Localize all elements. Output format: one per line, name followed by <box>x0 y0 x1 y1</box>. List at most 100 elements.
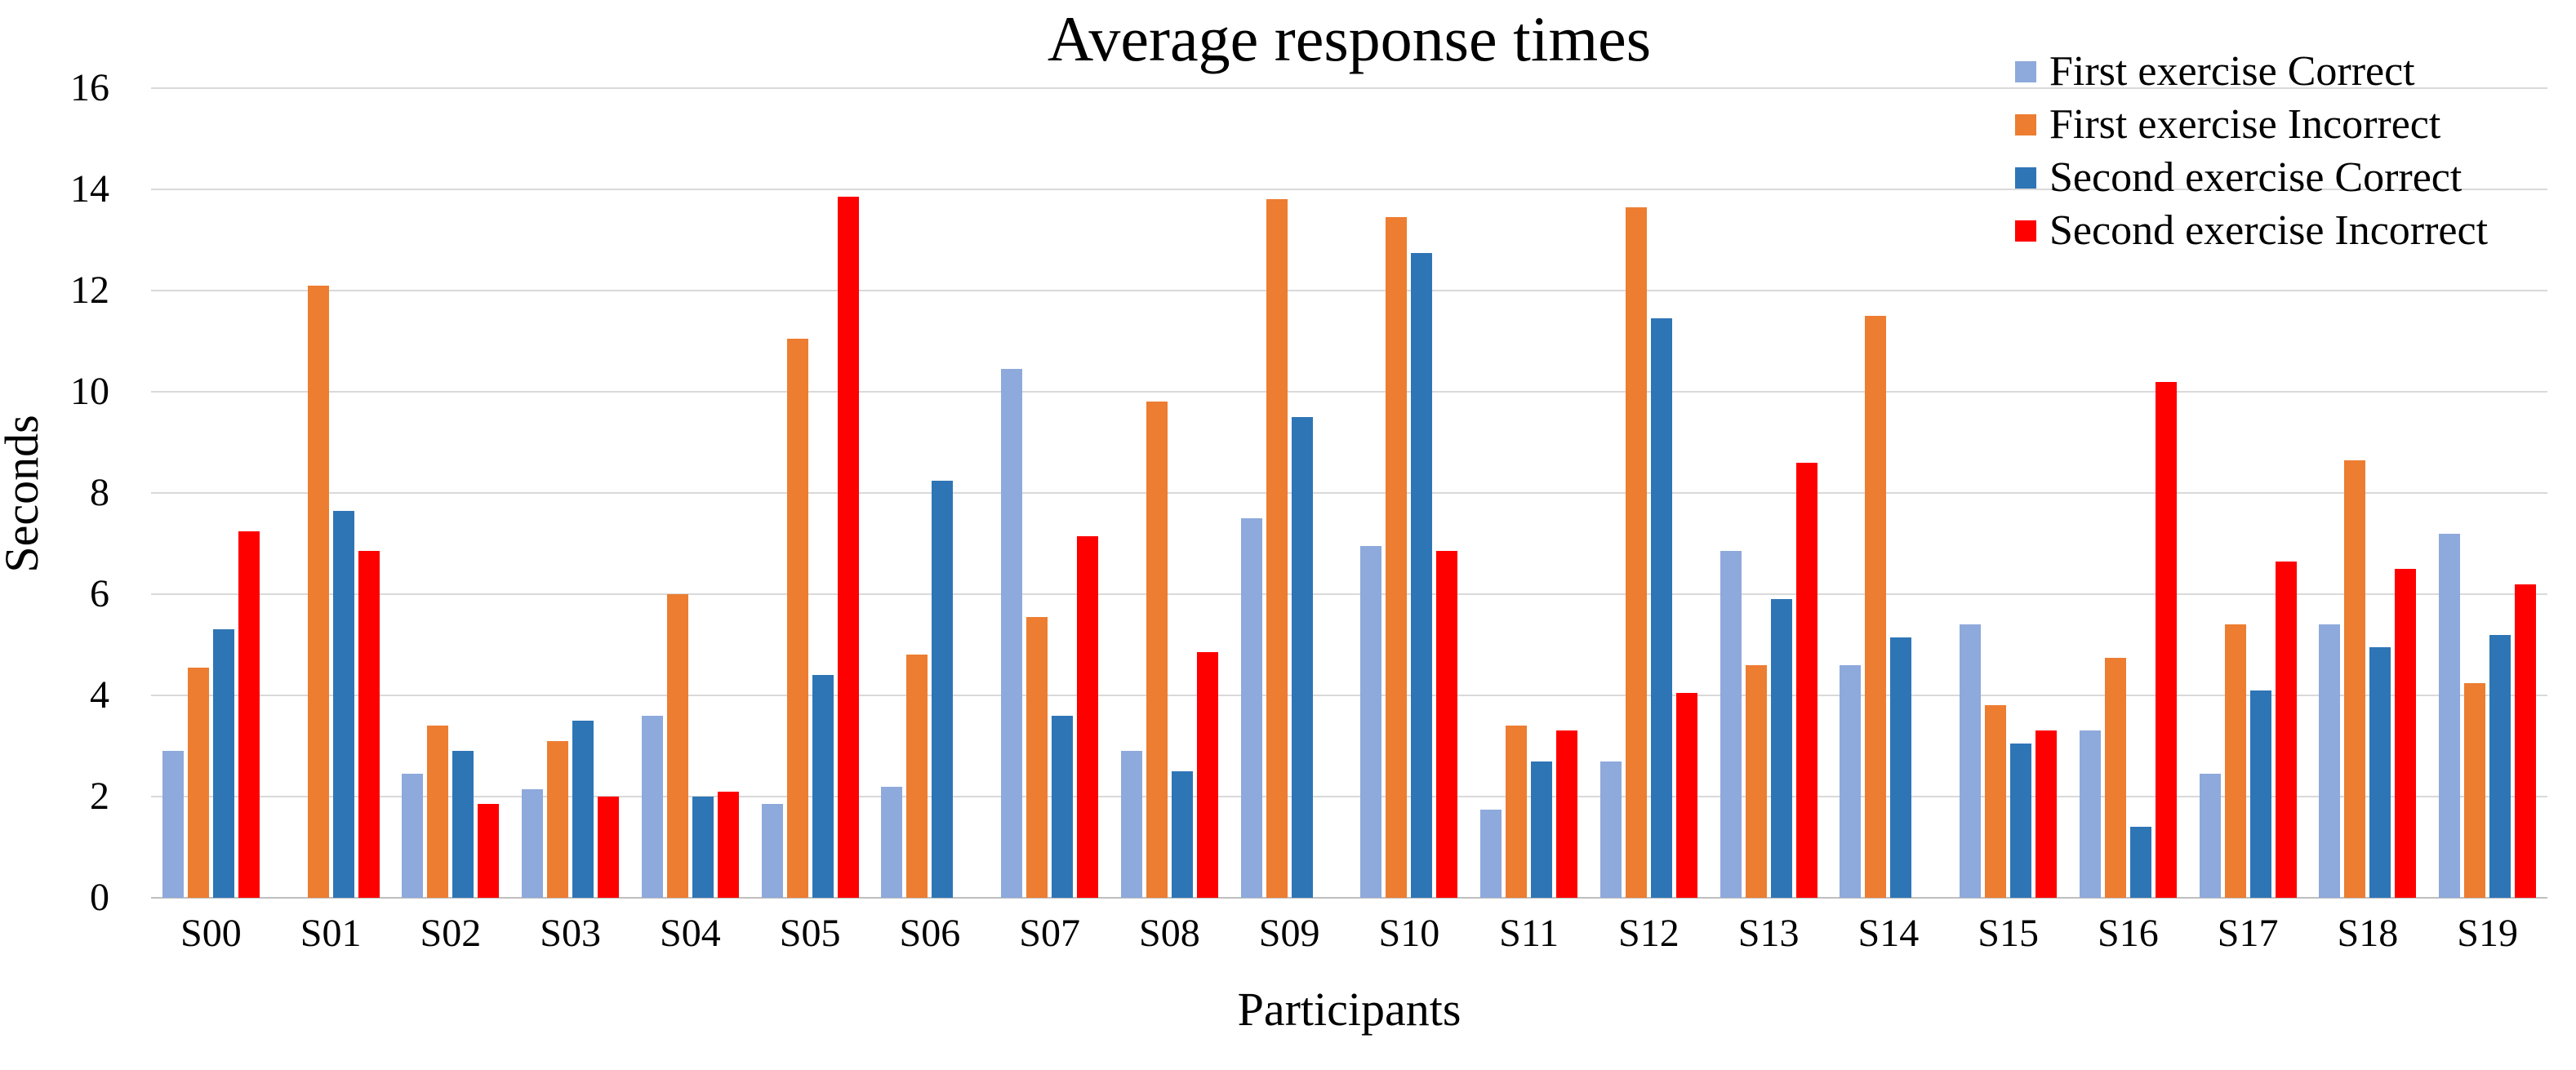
bar-s13-second-exercise-correct <box>1770 599 1792 898</box>
bar-s01-second-exercise-correct <box>332 510 354 898</box>
y-tick-label-16: 16 <box>70 66 109 109</box>
x-tick-label-s11: S11 <box>1499 912 1559 955</box>
plot-area <box>151 87 2547 899</box>
x-tick-label-s02: S02 <box>420 912 482 955</box>
bar-s05-second-exercise-incorrect <box>837 197 859 898</box>
bar-s12-second-exercise-incorrect <box>1675 692 1697 898</box>
bar-s13-first-exercise-incorrect <box>1745 664 1767 898</box>
bar-group-s18 <box>2308 88 2428 898</box>
bar-s19-first-exercise-incorrect <box>2464 682 2486 898</box>
bar-group-s06 <box>870 88 990 898</box>
bar-s15-first-exercise-correct <box>1960 624 1982 898</box>
bar-s08-second-exercise-correct <box>1171 771 1193 898</box>
bar-s02-second-exercise-incorrect <box>478 804 500 898</box>
bar-group-s04 <box>630 88 750 898</box>
bar-s01-second-exercise-incorrect <box>358 551 380 898</box>
x-tick-label-s01: S01 <box>300 912 362 955</box>
bar-s02-first-exercise-incorrect <box>427 726 449 898</box>
bar-s03-second-exercise-correct <box>572 721 594 898</box>
bar-s05-first-exercise-incorrect <box>786 338 808 898</box>
legend-item-second-exercise-correct: Second exercise Correct <box>2015 157 2488 199</box>
legend-label-second-exercise-correct: Second exercise Correct <box>2049 154 2463 201</box>
bar-group-s11 <box>1469 88 1589 898</box>
bar-s18-first-exercise-correct <box>2319 624 2341 898</box>
bar-s10-first-exercise-correct <box>1360 546 1382 898</box>
x-tick-label-s12: S12 <box>1618 912 1680 955</box>
gridline-10 <box>151 391 2547 393</box>
bar-s19-second-exercise-incorrect <box>2515 584 2537 898</box>
bar-s00-first-exercise-correct <box>162 751 184 898</box>
bar-s18-first-exercise-incorrect <box>2344 460 2366 898</box>
bar-s01-first-exercise-incorrect <box>307 285 329 898</box>
bar-group-s00 <box>151 88 271 898</box>
bar-s04-first-exercise-incorrect <box>666 594 688 898</box>
x-tick-label-s08: S08 <box>1139 912 1200 955</box>
y-tick-label-14: 14 <box>70 167 109 211</box>
bar-s04-first-exercise-correct <box>641 715 663 898</box>
bar-s17-second-exercise-incorrect <box>2275 561 2297 898</box>
x-tick-label-s00: S00 <box>180 912 242 955</box>
bar-s00-second-exercise-correct <box>212 629 234 898</box>
x-tick-label-s15: S15 <box>1978 912 2039 955</box>
legend-swatch-first-exercise-correct <box>2015 61 2036 82</box>
bar-s09-first-exercise-incorrect <box>1266 199 1288 898</box>
bar-s08-first-exercise-correct <box>1120 751 1142 898</box>
bar-s08-second-exercise-incorrect <box>1196 652 1218 898</box>
bar-s16-second-exercise-incorrect <box>2155 381 2177 898</box>
bar-group-s10 <box>1350 88 1470 898</box>
legend-item-second-exercise-incorrect: Second exercise Incorrect <box>2015 210 2488 252</box>
bar-group-s02 <box>391 88 511 898</box>
bar-s03-first-exercise-correct <box>522 788 544 898</box>
bar-group-s05 <box>750 88 870 898</box>
legend-swatch-second-exercise-incorrect <box>2015 220 2036 242</box>
bar-s00-second-exercise-incorrect <box>238 531 260 898</box>
x-tick-label-s05: S05 <box>779 912 841 955</box>
x-tick-label-s03: S03 <box>540 912 601 955</box>
bar-s13-second-exercise-incorrect <box>1795 462 1817 898</box>
bar-s12-first-exercise-incorrect <box>1625 206 1647 898</box>
bars-layer <box>151 88 2547 898</box>
bar-s11-second-exercise-incorrect <box>1556 730 1578 898</box>
legend-label-first-exercise-incorrect: First exercise Incorrect <box>2049 101 2441 148</box>
bar-s06-second-exercise-correct <box>932 480 954 898</box>
bar-s16-second-exercise-correct <box>2129 827 2151 898</box>
bar-s14-first-exercise-incorrect <box>1865 316 1887 898</box>
bar-s16-first-exercise-incorrect <box>2104 657 2126 898</box>
bar-s17-second-exercise-correct <box>2249 690 2271 898</box>
bar-s10-first-exercise-incorrect <box>1386 217 1408 898</box>
gridline-0 <box>151 897 2547 899</box>
x-tick-label-s19: S19 <box>2457 912 2518 955</box>
bar-s03-first-exercise-incorrect <box>547 740 569 898</box>
bar-s10-second-exercise-correct <box>1411 252 1433 898</box>
x-tick-label-s07: S07 <box>1019 912 1080 955</box>
bar-s14-second-exercise-correct <box>1890 637 1912 898</box>
bar-group-s08 <box>1110 88 1230 898</box>
x-tick-label-s16: S16 <box>2098 912 2159 955</box>
legend-item-first-exercise-correct: First exercise Correct <box>2015 51 2488 93</box>
bar-group-s19 <box>2427 88 2547 898</box>
bar-s07-second-exercise-correct <box>1052 715 1074 898</box>
bar-s15-second-exercise-incorrect <box>2035 730 2058 898</box>
x-tick-label-s17: S17 <box>2217 912 2279 955</box>
x-tick-label-s18: S18 <box>2337 912 2399 955</box>
y-axis-tick-labels: 0 2 4 6 8 10 12 14 16 <box>0 69 129 917</box>
x-tick-label-s06: S06 <box>899 912 961 955</box>
bar-s12-second-exercise-correct <box>1650 318 1672 898</box>
x-axis-tick-labels: S00 S01 S02 S03 S04 S05 S06 S07 S08 S09 S10 S11 S12 S… <box>151 911 2547 957</box>
y-tick-label-0: 0 <box>90 876 109 919</box>
legend-swatch-second-exercise-correct <box>2015 167 2036 189</box>
y-tick-label-8: 8 <box>90 471 109 514</box>
gridline-4 <box>151 695 2547 696</box>
x-tick-label-s09: S09 <box>1258 912 1320 955</box>
chart-title: Average response times <box>1047 3 1652 74</box>
y-tick-label-12: 12 <box>70 269 109 312</box>
x-axis-title: Participants <box>1237 983 1462 1036</box>
bar-s10-second-exercise-incorrect <box>1436 551 1458 898</box>
bar-s02-second-exercise-correct <box>452 751 474 898</box>
gridline-8 <box>151 492 2547 494</box>
legend-label-first-exercise-correct: First exercise Correct <box>2049 48 2415 95</box>
bar-group-s14 <box>1829 88 1949 898</box>
bar-s14-first-exercise-correct <box>1840 664 1862 898</box>
bar-s06-first-exercise-correct <box>881 786 903 898</box>
